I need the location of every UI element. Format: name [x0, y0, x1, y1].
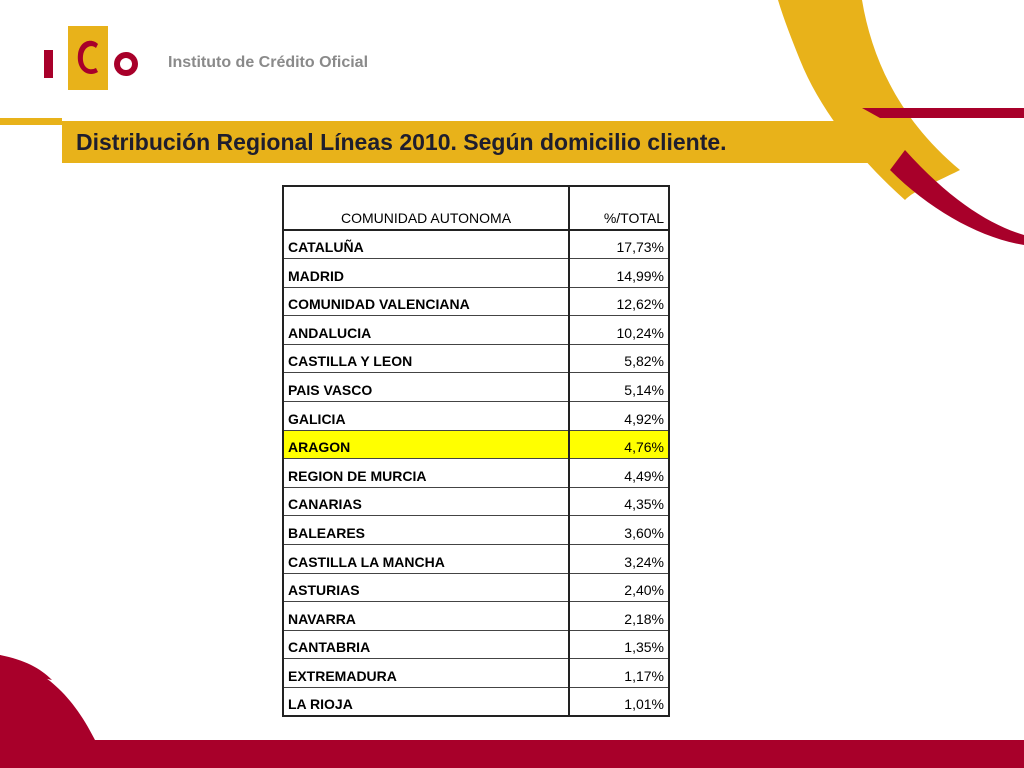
page-title: Distribución Regional Líneas 2010. Según… [62, 121, 890, 163]
table-row: ARAGON 4,76% [283, 430, 669, 460]
region-name-cell: ANDALUCIA [283, 315, 569, 345]
table-row: GALICIA 4,92% [283, 401, 669, 431]
table-row: BALEARES 3,60% [283, 515, 669, 546]
region-name-cell: COMUNIDAD VALENCIANA [283, 287, 569, 317]
region-name-cell: CASTILLA Y LEON [283, 344, 569, 374]
percent-total-cell: 5,14% [568, 372, 669, 403]
region-name-cell: NAVARRA [283, 601, 569, 631]
table-row: PAIS VASCO 5,14% [283, 372, 669, 403]
table-row: ASTURIAS 2,40% [283, 573, 669, 603]
column-header-total: %/TOTAL [568, 186, 669, 231]
table-row: CASTILLA Y LEON 5,82% [283, 344, 669, 374]
percent-total-cell: 1,35% [568, 630, 669, 660]
table-row: MADRID 14,99% [283, 258, 669, 288]
gold-band-left [0, 118, 62, 125]
region-name-cell: REGION DE MURCIA [283, 458, 569, 488]
percent-total-cell: 4,35% [568, 487, 669, 517]
column-header-comunidad: COMUNIDAD AUTONOMA [283, 186, 569, 231]
gold-arc-shape [778, 0, 960, 200]
percent-total-cell: 4,76% [568, 430, 669, 460]
table-row: CASTILLA LA MANCHA 3,24% [283, 544, 669, 574]
percent-total-cell: 1,01% [568, 687, 669, 717]
red-band-top [862, 108, 1024, 118]
region-name-cell: ASTURIAS [283, 573, 569, 603]
percent-total-cell: 4,92% [568, 401, 669, 431]
region-name-cell: CATALUÑA [283, 230, 569, 260]
region-name-cell: GALICIA [283, 401, 569, 431]
percent-total-cell: 3,60% [568, 515, 669, 546]
percent-total-cell: 10,24% [568, 315, 669, 345]
percent-total-cell: 4,49% [568, 458, 669, 488]
table-row: LA RIOJA 1,01% [283, 687, 669, 717]
table-row: NAVARRA 2,18% [283, 601, 669, 631]
region-name-cell: LA RIOJA [288, 696, 353, 713]
region-name-cell: MADRID [283, 258, 569, 288]
region-name-cell: BALEARES [283, 515, 569, 546]
percent-total-cell: 3,24% [568, 544, 669, 574]
table-body: CATALUÑA 17,73% MADRID 14,99% COMUNIDAD VALE… [283, 230, 669, 717]
percent-total-cell: 14,99% [568, 258, 669, 288]
region-name-cell: CANARIAS [283, 487, 569, 517]
red-swoosh-top-edge [0, 655, 52, 680]
table-header-row: COMUNIDAD AUTONOMA %/TOTAL [283, 186, 669, 231]
region-name-cell: ARAGON [283, 430, 569, 460]
region-name-cell: EXTREMADURA [283, 658, 569, 688]
percent-total-cell: 5,82% [568, 344, 669, 374]
table-row: REGION DE MURCIA 4,49% [283, 458, 669, 488]
table-row: EXTREMADURA 1,17% [283, 658, 669, 688]
region-name-cell: CASTILLA LA MANCHA [283, 544, 569, 574]
regional-distribution-table: COMUNIDAD AUTONOMA %/TOTAL CATALUÑA 17,73… [282, 185, 670, 718]
percent-total-cell: 17,73% [568, 230, 669, 260]
ico-logo: Instituto de Crédito Oficial [40, 26, 380, 90]
percent-total-cell: 2,40% [568, 573, 669, 603]
region-name-cell: PAIS VASCO [283, 372, 569, 403]
logo-text: Instituto de Crédito Oficial [168, 54, 369, 71]
percent-total-cell: 1,17% [568, 658, 669, 688]
table-row: CATALUÑA 17,73% [283, 230, 669, 260]
red-arc-right [890, 150, 1024, 245]
ico-logo-mark-icon [44, 26, 138, 90]
table-row: CANTABRIA 1,35% [283, 630, 669, 660]
table-row: CANARIAS 4,35% [283, 487, 669, 517]
percent-total-cell: 2,18% [568, 601, 669, 631]
percent-total-cell: 12,62% [568, 287, 669, 317]
table-row: COMUNIDAD VALENCIANA 12,62% [283, 287, 669, 317]
table-row: ANDALUCIA 10,24% [283, 315, 669, 345]
red-swoosh-bottom [0, 655, 1024, 768]
region-name-cell: CANTABRIA [283, 630, 569, 660]
